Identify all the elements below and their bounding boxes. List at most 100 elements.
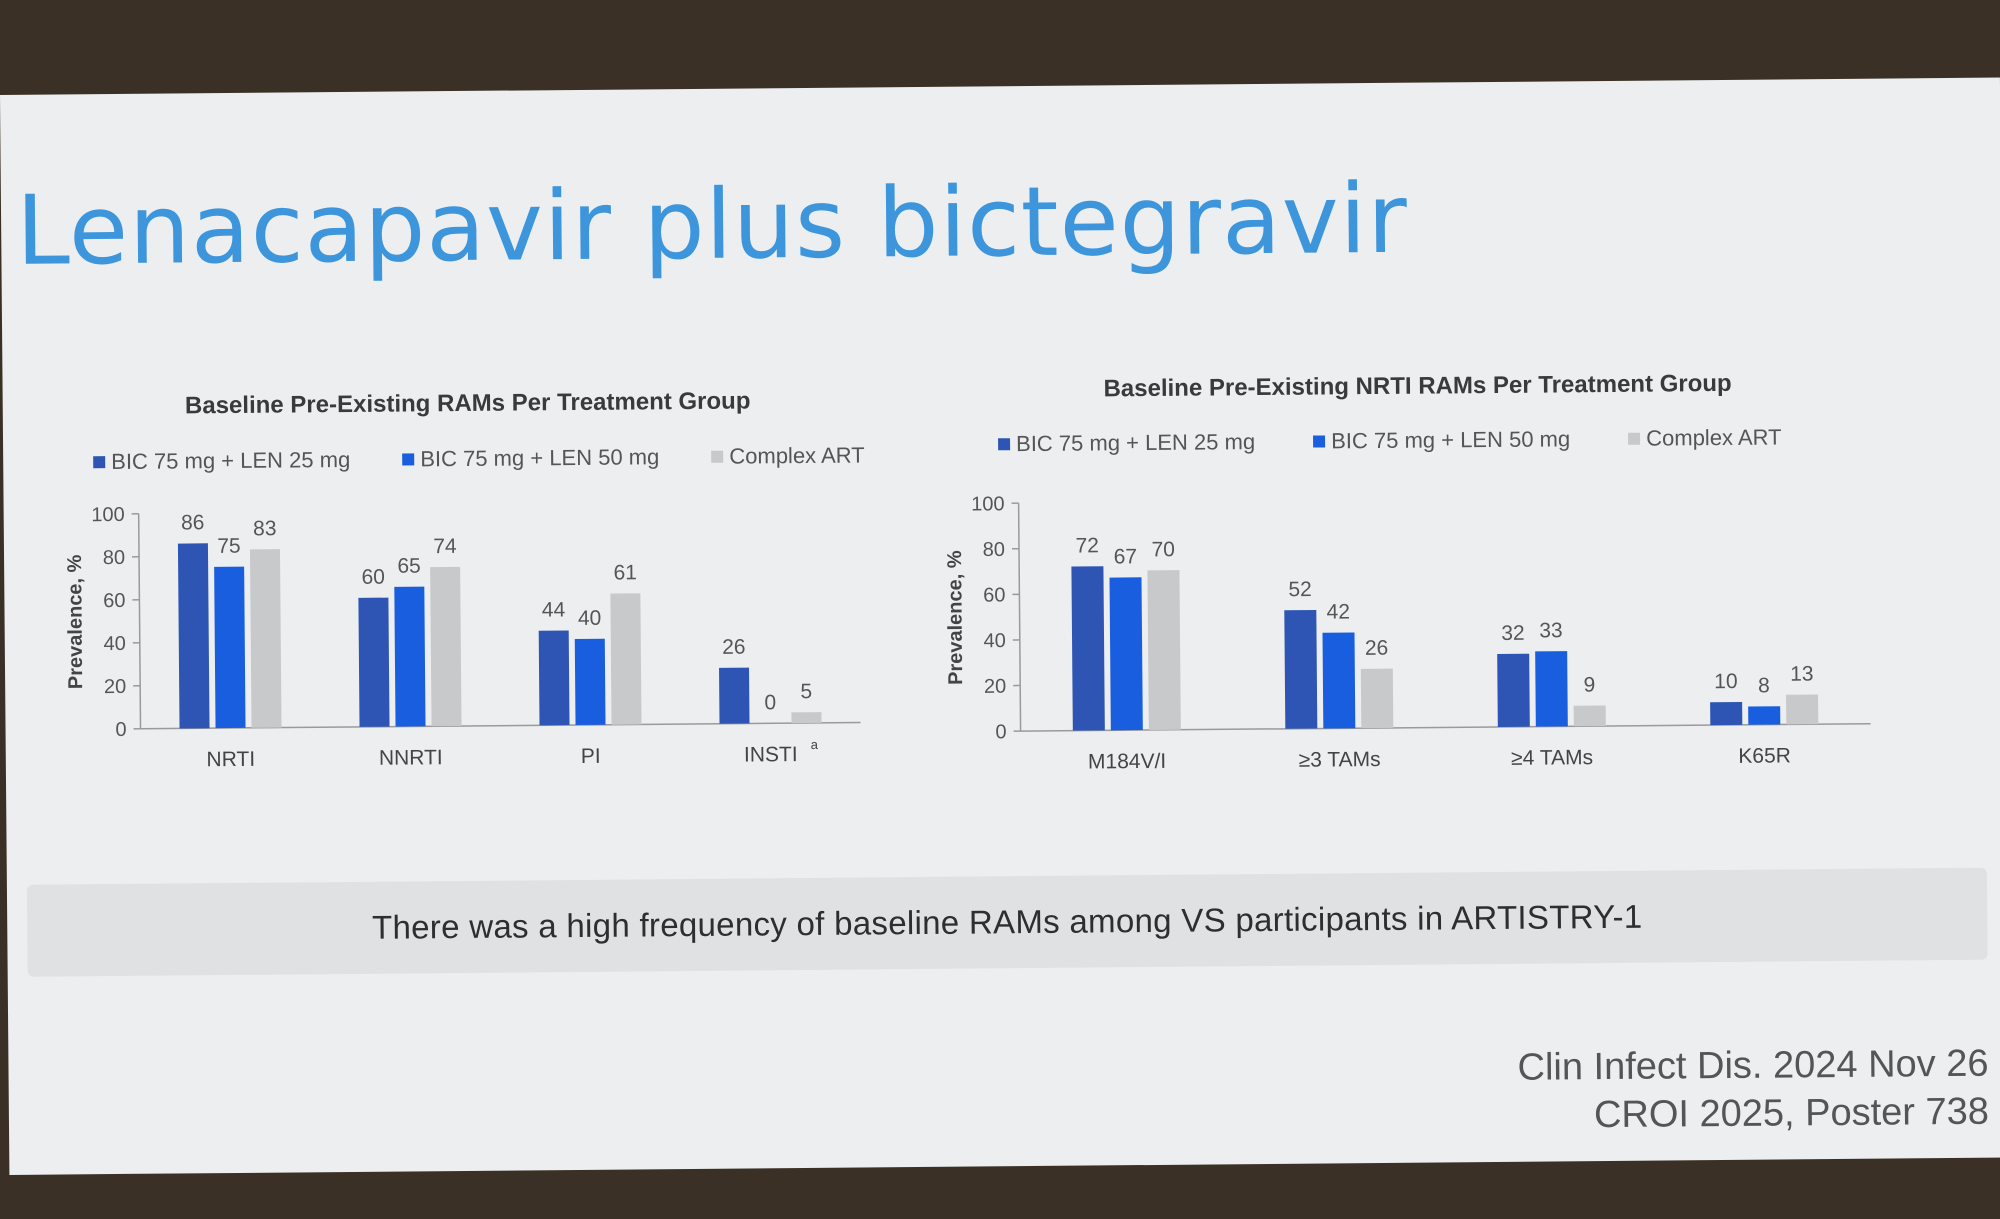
summary-text: There was a high frequency of baseline R… [371, 897, 1643, 946]
bar [1360, 668, 1394, 729]
bar [394, 586, 426, 727]
y-tick-label: 40 [983, 630, 1005, 652]
category-label: NNRTI [379, 746, 443, 770]
y-tick-label: 80 [103, 547, 125, 569]
data-label: 65 [397, 555, 421, 578]
bar [1109, 577, 1143, 731]
chart-nrti-mutations: Baseline Pre-Existing NRTI RAMs Per Trea… [937, 363, 1900, 774]
category-label: ≥3 TAMs [1299, 748, 1381, 772]
chart-legend: BIC 75 mg + LEN 25 mg BIC 75 mg + LEN 50 … [938, 423, 1898, 457]
chart-title: Baseline Pre-Existing RAMs Per Treatment… [184, 387, 751, 420]
legend-swatch [1628, 432, 1641, 445]
chart-legend: BIC 75 mg + LEN 25 mg BIC 75 mg + LEN 50 … [43, 442, 893, 475]
bar [719, 667, 750, 724]
data-label: 40 [578, 607, 602, 630]
bar [214, 566, 246, 729]
summary-banner: There was a high frequency of baseline R… [26, 867, 1988, 977]
bar [1710, 702, 1743, 726]
data-label: 86 [181, 511, 205, 534]
bar [574, 638, 606, 726]
bar [1786, 694, 1819, 725]
x-axis [1020, 722, 1871, 732]
legend-label: Complex ART [1646, 424, 1782, 451]
category-label: NRTI [206, 748, 255, 771]
bar [1573, 705, 1606, 727]
legend-swatch [711, 450, 724, 463]
legend-label: BIC 75 mg + LEN 25 mg [1015, 429, 1256, 457]
bar [1322, 632, 1356, 729]
chart-plot: 0 20 40 60 80 100 Prevalence, % 72 67 70 M184V/I 52… [944, 493, 1871, 774]
data-label: 5 [800, 680, 812, 703]
y-axis [137, 513, 142, 729]
data-label: 33 [1539, 619, 1563, 642]
y-axis-label: Prevalence, % [64, 554, 87, 689]
category-label: ≥4 TAMs [1511, 746, 1593, 770]
data-label: 67 [1114, 545, 1138, 568]
data-label: 83 [253, 517, 277, 540]
legend-item: BIC 75 mg + LEN 25 mg [93, 447, 350, 475]
citation-conference: CROI 2025, Poster 738 [1593, 1090, 1990, 1137]
bar [610, 593, 642, 725]
y-tick-label: 80 [983, 539, 1005, 561]
legend-label: Complex ART [729, 442, 865, 469]
legend-label: BIC 75 mg + LEN 50 mg [1331, 426, 1571, 454]
y-tick-label: 20 [104, 676, 126, 698]
bar [1147, 570, 1181, 730]
data-label: 0 [764, 691, 776, 714]
chart-title: Baseline Pre-Existing NRTI RAMs Per Trea… [1103, 369, 1732, 403]
legend-label: BIC 75 mg + LEN 25 mg [111, 446, 351, 475]
y-tick-label: 100 [91, 504, 125, 526]
bar [538, 630, 570, 726]
bar [249, 549, 282, 728]
legend-swatch [998, 438, 1011, 451]
bar [177, 543, 210, 729]
chart-plot: 0 20 40 60 80 100 Prevalence, % 86 75 83 NRTI 60 65 7… [64, 504, 861, 771]
category-label: INSTI [744, 743, 798, 766]
legend-item: Complex ART [711, 442, 865, 469]
citation-journal: Clin Infect Dis. 2024 Nov 26 [1517, 1042, 1989, 1089]
bar [1284, 609, 1318, 729]
category-footnote: a [811, 737, 819, 752]
bar [1535, 651, 1568, 727]
legend-swatch [402, 453, 415, 466]
data-label: 32 [1501, 622, 1525, 645]
y-axis [1017, 503, 1022, 732]
data-label: 44 [542, 598, 566, 621]
data-label: 13 [1790, 663, 1814, 686]
bar [791, 712, 822, 724]
category-label: K65R [1738, 744, 1791, 767]
slide: Lenacapavir plus bictegravir Baseline Pr… [0, 77, 2000, 1175]
data-label: 60 [361, 566, 385, 589]
data-label: 75 [217, 535, 241, 558]
data-label: 26 [722, 636, 746, 659]
data-label: 10 [1714, 670, 1738, 693]
y-tick-label: 0 [115, 719, 126, 741]
data-label: 26 [1365, 637, 1389, 660]
bar [1497, 653, 1530, 727]
y-tick-label: 0 [995, 721, 1006, 743]
slide-title: Lenacapavir plus bictegravir [15, 162, 1409, 287]
data-label: 52 [1288, 578, 1312, 601]
y-tick-label: 60 [103, 590, 125, 612]
data-label: 74 [433, 535, 457, 558]
y-tick-label: 40 [103, 633, 125, 655]
data-label: 9 [1584, 674, 1596, 697]
x-axis [140, 721, 861, 730]
data-label: 72 [1075, 534, 1099, 557]
y-axis-label: Prevalence, % [944, 550, 967, 685]
data-label: 42 [1327, 600, 1351, 623]
legend-item: BIC 75 mg + LEN 50 mg [1313, 426, 1570, 454]
bar [358, 597, 390, 727]
bar [1748, 706, 1781, 725]
chart-resistance-classes: Baseline Pre-Existing RAMs Per Treatment… [42, 372, 895, 771]
legend-label: BIC 75 mg + LEN 50 mg [420, 444, 660, 472]
bar [430, 566, 462, 727]
legend-swatch [93, 456, 106, 469]
category-label: M184V/I [1088, 750, 1166, 774]
data-label: 70 [1151, 538, 1175, 561]
y-tick-label: 100 [971, 493, 1005, 515]
legend-item: BIC 75 mg + LEN 25 mg [998, 429, 1255, 457]
y-tick-label: 60 [983, 584, 1005, 606]
legend-swatch [1313, 435, 1326, 448]
legend-item: BIC 75 mg + LEN 50 mg [402, 444, 659, 472]
